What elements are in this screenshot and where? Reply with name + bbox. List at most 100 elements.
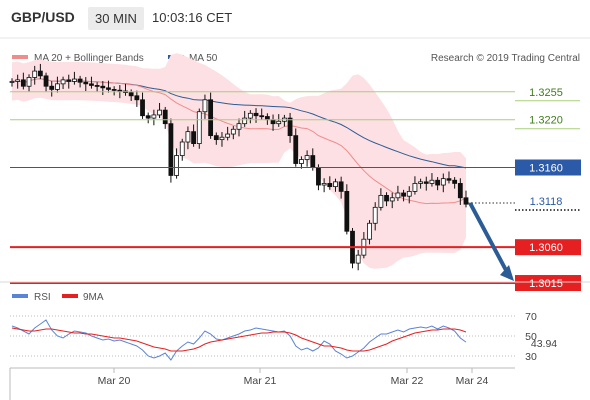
x-axis-labels: Mar 20 Mar 21 Mar 22 Mar 24: [98, 368, 489, 387]
bullish-candle: [429, 179, 435, 184]
bearish-candle: [435, 179, 441, 186]
bearish-candle: [259, 115, 265, 118]
bearish-candle: [20, 79, 26, 87]
bollinger-legend-label: MA 20 + Bollinger Bands: [34, 53, 144, 64]
bullish-candle: [418, 181, 424, 184]
bearish-candle: [344, 191, 350, 232]
rsi-ma-line: [11, 327, 467, 352]
support-label: 1.3015: [529, 278, 563, 290]
bullish-candle: [236, 123, 242, 130]
bullish-candle: [60, 79, 66, 85]
rsi-tick-label: 50: [525, 331, 537, 343]
rsi-legend-swatch: [12, 294, 28, 298]
x-axis-label: Mar 21: [244, 375, 277, 387]
bearish-candle: [111, 89, 117, 91]
rsi-tick-label: 70: [525, 311, 537, 323]
bearish-candle: [140, 99, 145, 117]
bearish-candle: [310, 155, 316, 168]
bullish-candle: [406, 191, 412, 197]
bullish-candle: [9, 81, 15, 83]
bullish-candle: [157, 109, 162, 116]
bullish-candle: [196, 111, 202, 144]
bullish-candle: [202, 99, 208, 113]
bearish-candle: [463, 197, 469, 205]
bullish-candle: [225, 133, 231, 138]
bullish-candle: [174, 155, 179, 176]
bearish-candle: [213, 135, 219, 141]
bearish-candle: [145, 115, 151, 119]
current-price-label: 1.3118: [530, 196, 563, 208]
bullish-candle: [299, 159, 304, 164]
bullish-candle: [378, 194, 384, 208]
bullish-candle: [230, 128, 236, 135]
resistance-label: 1.3255: [529, 87, 563, 99]
bullish-candle: [389, 197, 395, 202]
bullish-candle: [72, 78, 77, 82]
rsi-tick-label: 30: [525, 351, 537, 363]
forecast-arrow-shaft: [468, 202, 509, 273]
bearish-candle: [452, 179, 458, 184]
bollinger-legend-swatch: [12, 55, 28, 59]
bearish-candle: [457, 183, 463, 199]
bearish-candle: [117, 89, 123, 92]
bullish-candle: [179, 141, 185, 156]
bearish-candle: [106, 87, 111, 90]
timestamp: 10:03:16 CET: [152, 10, 233, 25]
rsi-legend-label: RSI: [34, 292, 51, 303]
credit-text: Research © 2019 Trading Central: [431, 53, 580, 64]
x-axis-label: Mar 24: [456, 375, 489, 387]
bollinger-band-area: [12, 53, 466, 269]
bearish-candle: [100, 85, 106, 89]
bearish-candle: [89, 83, 94, 86]
support-label: 1.3060: [529, 242, 563, 254]
currency-pair: GBP/USD: [11, 9, 75, 25]
bearish-candle: [287, 117, 293, 137]
resistance-label: 1.3220: [529, 115, 563, 127]
price-plot: [9, 53, 469, 271]
bearish-candle: [253, 112, 259, 117]
bearish-candle: [423, 181, 429, 184]
bullish-candle: [185, 131, 191, 143]
bearish-candle: [66, 79, 72, 82]
x-axis-label: Mar 20: [98, 375, 131, 387]
bullish-candle: [242, 117, 248, 125]
bearish-candle: [77, 78, 83, 83]
bearish-candle: [49, 85, 55, 90]
rsi-ma-legend-label: 9MA: [83, 292, 104, 303]
bullish-candle: [219, 136, 225, 141]
bullish-candle: [355, 254, 361, 264]
bearish-candle: [128, 92, 134, 97]
x-axis-label: Mar 22: [391, 375, 424, 387]
bearish-candle: [401, 192, 406, 197]
bearish-candle: [338, 181, 344, 192]
support-label-box: [515, 275, 581, 292]
bearish-candle: [168, 123, 174, 176]
bullish-candle: [412, 183, 418, 192]
bearish-candle: [384, 194, 389, 202]
timeframe-button[interactable]: 30 MIN: [88, 7, 144, 30]
rsi-line: [11, 319, 467, 361]
support-label-box: [515, 239, 581, 256]
pivot-label: 1.3160: [529, 163, 563, 175]
bullish-candle: [372, 206, 378, 224]
bullish-candle: [367, 222, 372, 240]
bullish-candle: [32, 70, 38, 78]
pivot-label-box: [515, 159, 581, 176]
bearish-candle: [208, 99, 214, 137]
bearish-candle: [37, 70, 43, 77]
bullish-candle: [26, 77, 32, 87]
bullish-candle: [276, 120, 282, 125]
bearish-candle: [162, 109, 168, 125]
bearish-candle: [327, 183, 333, 188]
ma50-legend-label: MA 50: [189, 53, 218, 64]
rsi-current-value: 43.94: [531, 338, 557, 350]
bearish-candle: [83, 81, 89, 85]
bearish-candle: [134, 95, 140, 101]
bearish-candle: [191, 131, 197, 144]
bearish-candle: [446, 178, 452, 181]
bullish-candle: [333, 181, 338, 188]
chart-header: GBP/USD 30 MIN 10:03:16 CET: [0, 0, 590, 38]
bullish-candle: [440, 178, 446, 186]
bearish-candle: [293, 135, 299, 164]
